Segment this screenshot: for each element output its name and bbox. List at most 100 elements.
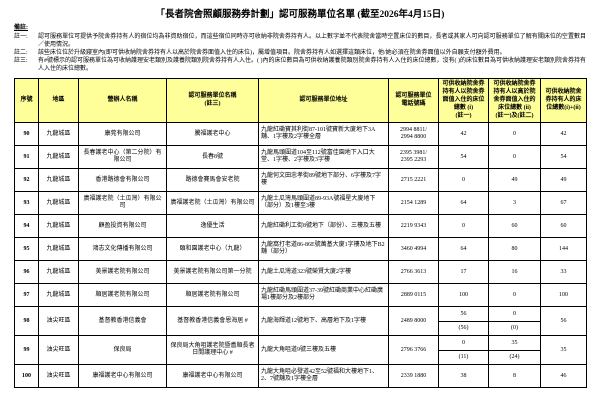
table-row-99: 99 油尖旺區 保良局 保良局大角咀護老院暨耆順長者日間護理中心 # 九龍大角咀道9號三… [14, 335, 587, 366]
table-row-90: 90 九龍城區 康莞有限公司 騰福護老中心 九龍紅磡寶其利街87-101號寶新大廈地下3… [14, 122, 587, 147]
table-cell: 49 [540, 168, 587, 193]
table-cell: 0 [438, 214, 489, 239]
table-cell: 順居護老院有限公司 [78, 283, 167, 308]
column-header-0: 序號 [14, 78, 39, 124]
table-cell: 九龍何文田忠孝街89號地下部分、6字樓及7字樓 [258, 168, 389, 193]
table-cell: 長春8號 [166, 145, 259, 170]
table-cell: 42 [438, 122, 489, 147]
table-cell: 56 [540, 306, 587, 337]
table-cell: 144 [540, 237, 587, 262]
table-cell: 九龍城區 [38, 260, 79, 285]
table-row-91: 91 九龍城區 長春護老中心（第二分院）有限公司 長春8號 九龍馬頭圍道104至112號… [14, 145, 587, 170]
table-cell: 2154 1289 [388, 191, 439, 216]
table-cell: 2219 9343 [388, 214, 439, 239]
table-cell: 0 (11) [438, 335, 489, 366]
table-cell: 美景護老院有限公司第一分院 [166, 260, 259, 285]
table-cell: 35 [540, 335, 587, 366]
table-cell: 60 [540, 214, 587, 239]
table-cell: 95 [14, 237, 39, 262]
table-cell: 17 [438, 260, 489, 285]
table-cell: 56 (56) [438, 306, 489, 337]
table-cell: 油尖旺區 [38, 306, 79, 337]
table-cell: 基督教香港信義會 [78, 306, 167, 337]
table-cell: 54 [438, 145, 489, 170]
table-cell: 0 [488, 145, 541, 170]
table-header: 序號 地區 營辦人名稱 認可服務單位名稱 (註三) 認可服務單位地址 認可服務單位 電話號… [14, 78, 587, 124]
table-cell: 香港路德會有限公司 [78, 168, 167, 193]
cell-value-bottom: (11) [439, 350, 488, 364]
table-cell: 54 [540, 145, 587, 170]
table-cell: 頤和園護老中心（九龍） [166, 237, 259, 262]
table-cell: 33 [540, 260, 587, 285]
table-cell: 64 [438, 237, 489, 262]
table-cell: 九龍海輝道12號地下、高層地下及1字樓 [258, 306, 389, 337]
table-cell: 16 [488, 260, 541, 285]
table-cell: 鴻志文化傳播有限公司 [78, 237, 167, 262]
table-cell: 順居護老院有限公司 [166, 283, 259, 308]
table-row-93: 93 九龍城區 廣福護老院（土瓜灣）有限公司 廣福護老院（土瓜灣）有限公司 九龍土瓜灣馬… [14, 191, 587, 216]
table-cell: 康福護老中心有限公司 [166, 364, 259, 389]
note-2-label: 註二: [14, 49, 28, 56]
table-cell: 九龍馬頭圍道104至112號富佳園地下入口大堂、1字樓、2字樓及3字樓 [258, 145, 389, 170]
table-cell: 35 (24) [488, 335, 541, 366]
table-cell: 2489 8000 [388, 306, 439, 337]
table-cell: 60 [488, 214, 541, 239]
table-cell: 九龍大角咀必發道42至52號福和大樓地下1、2、7號舖及1字樓全層 [258, 364, 389, 389]
table-cell: 顧盈投資有限公司 [78, 214, 167, 239]
table-cell: 九龍窩打老道86-86E號萬基大廈1字樓及地下B2舖（部分） [258, 237, 389, 262]
cell-value-top: 35 [511, 339, 518, 346]
table-cell: 九龍城區 [38, 214, 79, 239]
table-cell: 騰福護老中心 [166, 122, 259, 147]
table-cell: 0 [488, 283, 541, 308]
table-cell: 廣福護老院（土瓜灣）有限公司 [166, 191, 259, 216]
table-cell: 美景護老院有限公司 [78, 260, 167, 285]
notes-section: 備註: 註一: 認可服務單位可提供予院舍券持有人的宿位均為非資助宿位，而這些宿位… [14, 25, 586, 73]
table-cell: 2796 3766 [388, 335, 439, 366]
column-header-3: 認可服務單位名稱 (註三) [166, 78, 259, 124]
table-cell: 九龍紅磡利工街8號地下（部份）、三樓及五樓 [258, 214, 389, 239]
column-header-6: 可供收納院舍券持有人以院舍券面值入住的床位總數 (i) (註一) [438, 78, 489, 124]
note-3: 註三: 有#號標示的認可服務單位為可收納護理安老類別及護養院類別院舍券持有人入住… [14, 58, 586, 74]
note-3-label: 註三: [14, 57, 28, 64]
table-cell: 2889 0115 [388, 283, 439, 308]
table-cell: 2339 1880 [388, 364, 439, 389]
table-cell: 2994 8811/ 2994 8800 [388, 122, 439, 147]
notes-heading: 備註: [14, 25, 28, 31]
table-cell: 長春護老中心（第二分院）有限公司 [78, 145, 167, 170]
table-cell: 8 [488, 364, 541, 389]
table-cell: 92 [14, 168, 39, 193]
table-cell: 42 [540, 122, 587, 147]
table-cell: 99 [14, 335, 39, 366]
column-header-2: 營辦人名稱 [78, 78, 167, 124]
page-title: 「長者院舍照顧服務券計劃」認可服務單位名單 (截至2026年4月15日) [155, 10, 445, 20]
table-cell: 0 [438, 168, 489, 193]
cell-value-top: 0 [462, 339, 465, 346]
table-cell: 46 [540, 364, 587, 389]
table-cell: 93 [14, 191, 39, 216]
table-cell: 91 [14, 145, 39, 170]
table-cell: 九龍城區 [38, 237, 79, 262]
table-body: 90 九龍城區 康莞有限公司 騰福護老中心 九龍紅磡寶其利街87-101號寶新大廈地下3… [14, 122, 587, 389]
table-cell: 100 [438, 283, 489, 308]
table-cell: 九龍土瓜灣馬頭圍道89-93A號福星大廈地下（部分）及1樓至3樓 [258, 191, 389, 216]
note-2-text: 該些床位位於升級寢室內(即可供收納院舍券持有人以高於院舍券面值入住的床位)，屬增… [38, 49, 506, 56]
table-row-95: 95 九龍城區 鴻志文化傳播有限公司 頤和園護老中心（九龍） 九龍窩打老道86-86E號… [14, 237, 587, 262]
table-cell: 64 [438, 191, 489, 216]
table-row-98: 98 油尖旺區 基督教香港信義會 基督教香港信義會恩海居 # 九龍海輝道12號地下、高層… [14, 306, 587, 337]
table-cell: 九龍紅磡寶其利街87-101號寶新大廈地下3A舖、1字樓及2字樓全層 [258, 122, 389, 147]
table-cell: 基督教香港信義會恩海居 # [166, 306, 259, 337]
table-cell: 67 [540, 191, 587, 216]
note-3-text: 有#號標示的認可服務單位為可收納護理安老類別及護養院類別院舍券持有人入住。( )… [38, 57, 586, 72]
table-cell: 98 [14, 306, 39, 337]
table-cell: 2395 3981/ 2395 2293 [388, 145, 439, 170]
table-cell: 38 [438, 364, 489, 389]
table-cell: 康莞有限公司 [78, 122, 167, 147]
column-header-1: 地區 [38, 78, 79, 124]
column-header-7: 可供收納院舍券持有人以高於院舍券面值入住的床位總數 (ii) (註一)及(註二) [488, 78, 541, 124]
table-cell: 九龍城區 [38, 168, 79, 193]
table-row-94: 94 九龍城區 顧盈投資有限公司 逸優生活 九龍紅磡利工街8號地下（部份）、三樓及五樓 2… [14, 214, 587, 239]
column-header-5: 認可服務單位 電話號碼 [388, 78, 439, 124]
table-cell: 九龍城區 [38, 145, 79, 170]
table-row-92: 92 九龍城區 香港路德會有限公司 路德會賽馬會安老院 九龍何文田忠孝街89號地下部分、… [14, 168, 587, 193]
